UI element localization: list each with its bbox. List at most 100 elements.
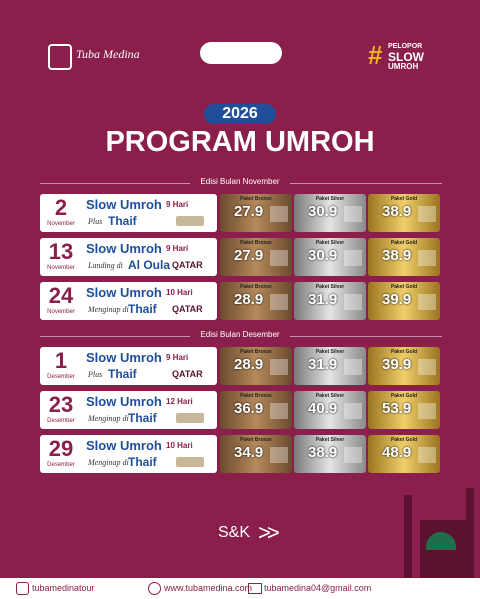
airline-logo — [176, 413, 204, 423]
package-label: Paket Gold — [390, 240, 418, 246]
section-label: Edisi Bulan Desember — [190, 330, 290, 339]
icon — [248, 583, 262, 594]
price-card — [294, 391, 366, 429]
program: Slow Umroh — [86, 438, 162, 453]
title: PROGRAM UMROH — [105, 126, 375, 158]
price-note — [344, 206, 362, 222]
price: 48.9 — [382, 444, 412, 461]
airline: QATAR — [172, 260, 203, 270]
place: Thaif — [128, 411, 157, 425]
package-label: Paket Silver — [315, 196, 345, 202]
price: 28.9 — [234, 356, 264, 373]
arrows: >> — [258, 520, 280, 545]
package-label: Paket Gold — [390, 196, 418, 202]
logo-icon — [48, 44, 72, 70]
section-label: Edisi Bulan November — [190, 177, 290, 186]
price: 30.9 — [308, 203, 338, 220]
place: Al Oula — [128, 258, 171, 272]
price-note — [344, 359, 362, 375]
price-note — [344, 294, 362, 310]
price: 31.9 — [308, 291, 338, 308]
price-note — [418, 403, 436, 419]
price-card — [294, 282, 366, 320]
price: 38.9 — [382, 203, 412, 220]
package-label: Paket Bronze — [240, 284, 272, 290]
place: Thaif — [108, 214, 137, 228]
price-note — [270, 359, 288, 375]
price-note — [270, 403, 288, 419]
package-label: Paket Gold — [390, 284, 418, 290]
airline-logo — [176, 216, 204, 226]
price: 36.9 — [234, 400, 264, 417]
day: 13 — [48, 239, 74, 264]
program: Slow Umroh — [86, 241, 162, 256]
price-card — [368, 391, 440, 429]
duration: 9 Hari — [166, 353, 189, 362]
partner-logos — [200, 42, 282, 64]
subtitle: Menginap di — [88, 458, 129, 467]
month: Desember — [47, 418, 75, 424]
price-note — [418, 206, 436, 222]
day: 23 — [48, 392, 74, 417]
place: Thaif — [108, 367, 137, 381]
price-card — [220, 391, 292, 429]
price-card — [294, 435, 366, 473]
icon — [148, 582, 161, 595]
month: November — [47, 309, 75, 315]
package-label: Paket Silver — [315, 284, 345, 290]
package-label: Paket Bronze — [240, 437, 272, 443]
program: Slow Umroh — [86, 350, 162, 365]
price-card — [220, 347, 292, 385]
badge-line: UMROH — [388, 62, 419, 71]
price: 39.9 — [382, 291, 412, 308]
price-note — [344, 250, 362, 266]
email: tubamedina04@gmail.com — [264, 583, 372, 593]
subtitle: Plus — [88, 217, 103, 226]
day: 29 — [48, 436, 74, 461]
price-card — [368, 282, 440, 320]
package-label: Paket Gold — [390, 349, 418, 355]
price: 40.9 — [308, 400, 338, 417]
badge-line: PELOPOR — [388, 43, 423, 50]
price-note — [418, 359, 436, 375]
month: Desember — [47, 374, 75, 380]
price-card — [294, 238, 366, 276]
price-card — [220, 435, 292, 473]
place: Thaif — [128, 455, 157, 469]
price: 39.9 — [382, 356, 412, 373]
month: November — [47, 265, 75, 271]
program-card — [40, 282, 217, 320]
program: Slow Umroh — [86, 197, 162, 212]
subtitle: Menginap di — [88, 305, 129, 314]
price-note — [270, 206, 288, 222]
price-note — [270, 447, 288, 463]
airline-logo — [176, 457, 204, 467]
duration: 10 Hari — [166, 288, 193, 297]
program-card — [40, 347, 217, 385]
duration: 10 Hari — [166, 441, 193, 450]
month: November — [47, 221, 75, 227]
price-card — [294, 194, 366, 232]
package-label: Paket Silver — [315, 240, 345, 246]
minaret — [466, 488, 474, 578]
package-label: Paket Silver — [315, 393, 345, 399]
price-card — [220, 282, 292, 320]
price: 31.9 — [308, 356, 338, 373]
day: 2 — [54, 195, 68, 220]
instagram: tubamedinatour — [32, 583, 95, 593]
place: Thaif — [128, 302, 157, 316]
price-card — [368, 194, 440, 232]
duration: 9 Hari — [166, 244, 189, 253]
package-label: Paket Bronze — [240, 240, 272, 246]
brand: Tuba Medina — [76, 47, 140, 61]
price: 27.9 — [234, 247, 264, 264]
price: 53.9 — [382, 400, 412, 417]
price-card — [368, 435, 440, 473]
minaret — [404, 495, 412, 578]
price-note — [344, 447, 362, 463]
price: 28.9 — [234, 291, 264, 308]
price: 38.9 — [308, 444, 338, 461]
package-label: Paket Bronze — [240, 349, 272, 355]
price-note — [418, 447, 436, 463]
